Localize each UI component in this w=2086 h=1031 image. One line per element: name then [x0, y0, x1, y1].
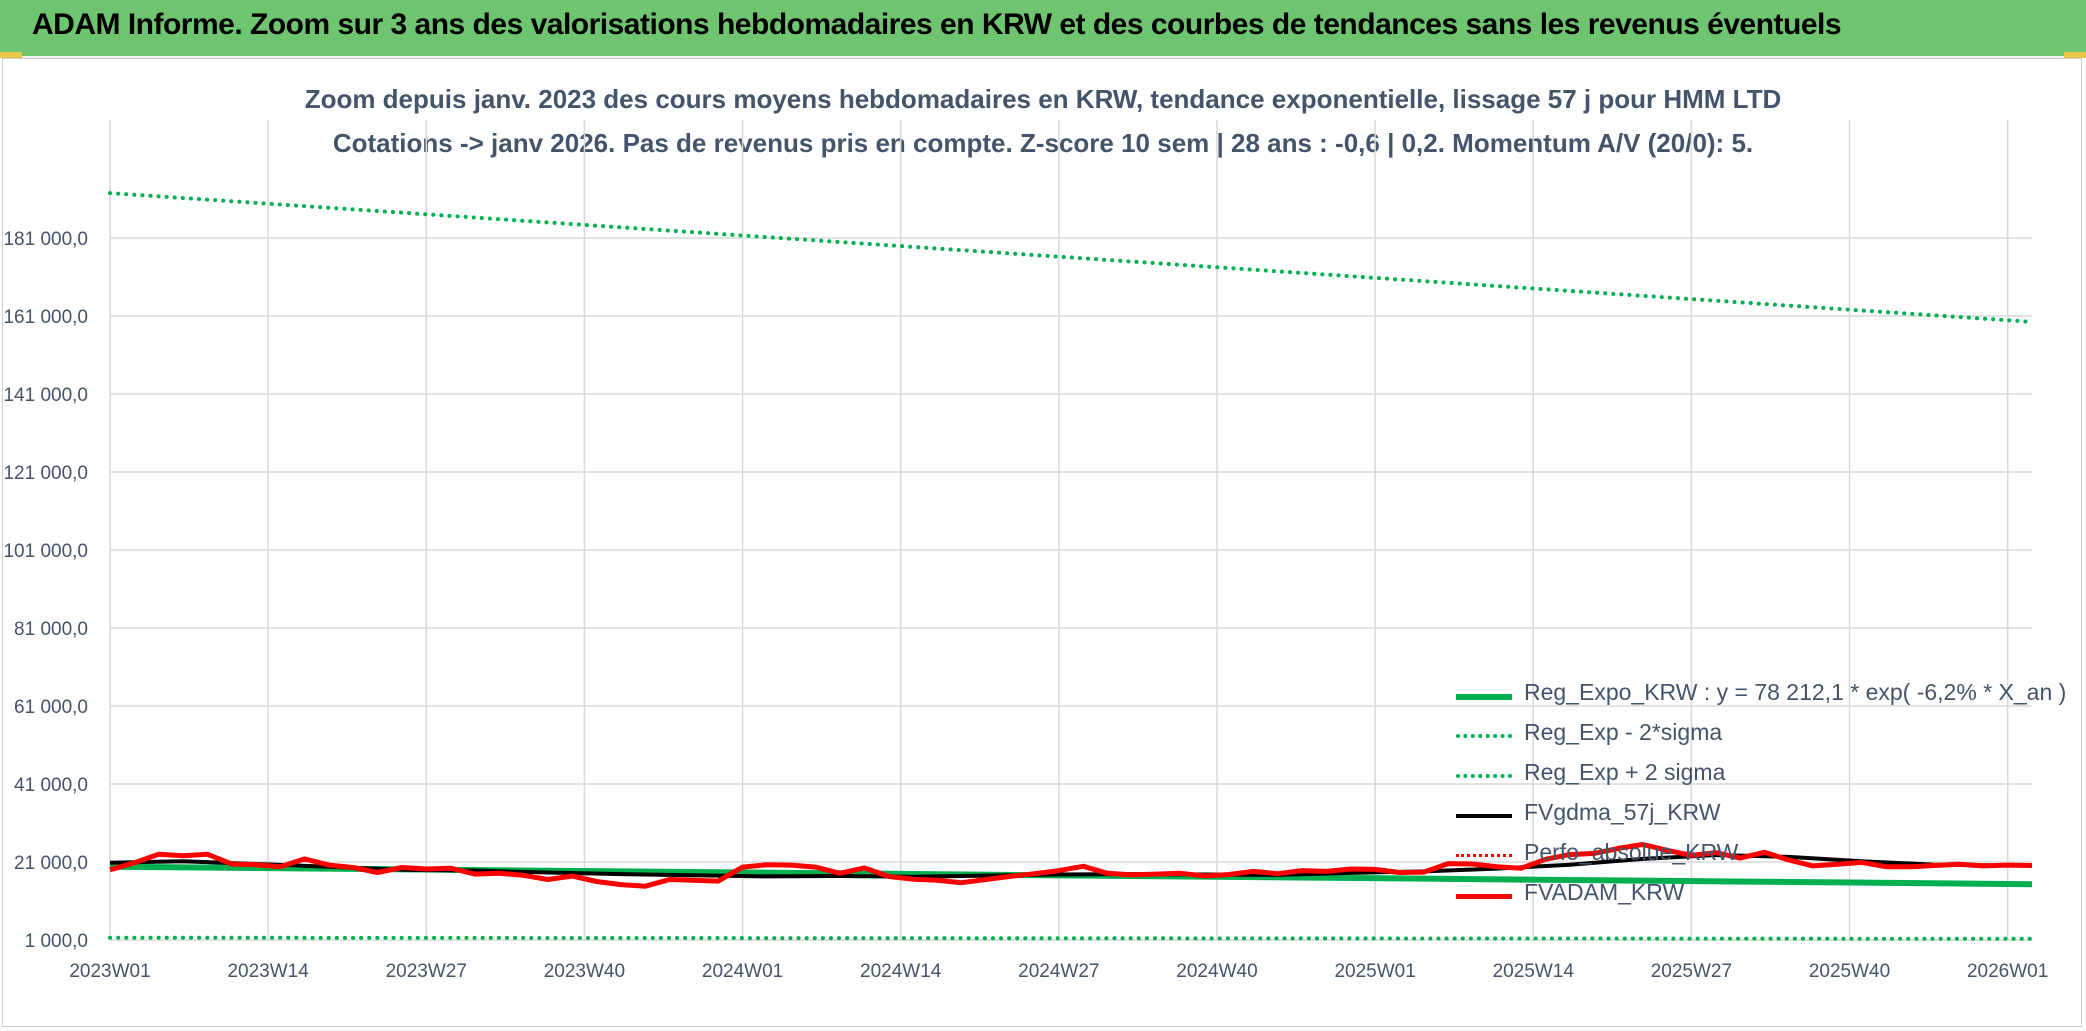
legend-item: Reg_Expo_KRW : y = 78 212,1 * exp( -6,2%…	[1456, 676, 2066, 716]
legend-item: Reg_Exp + 2 sigma	[1456, 756, 2056, 796]
legend-label: FVgdma_57j_KRW	[1524, 799, 1721, 825]
y-tick-label: 141 000,0	[3, 385, 88, 406]
x-tick-label: 2023W40	[544, 961, 625, 982]
chart-series	[108, 191, 2034, 941]
chart-title: Zoom depuis janv. 2023 des cours moyens …	[304, 84, 1782, 114]
page-title: ADAM Informe. Zoom sur 3 ans des valoris…	[32, 8, 1842, 41]
chart-frame	[2, 58, 2082, 1027]
y-tick-label: 181 000,0	[3, 229, 88, 250]
chart-axes: 1 000,0 21 000,0 41 000,0 61 000,0 81 000,0 1…	[3, 229, 2048, 982]
x-tick-label: 2025W01	[1334, 961, 1415, 982]
legend-swatch	[1456, 814, 1512, 818]
x-tick-label: 2025W14	[1493, 961, 1575, 982]
legend-swatch	[1456, 894, 1512, 899]
x-tick-label: 2024W27	[1018, 961, 1099, 982]
x-tick-label: 2024W14	[860, 961, 942, 982]
legend-label: Reg_Expo_KRW : y = 78 212,1 * exp( -6,2%…	[1524, 679, 2067, 705]
chart-legend: Reg_Expo_KRW : y = 78 212,1 * exp( -6,2%…	[1456, 676, 2066, 916]
corner-accent-right	[2064, 52, 2086, 58]
legend-swatch	[1456, 854, 1512, 857]
header-bar: ADAM Informe. Zoom sur 3 ans des valoris…	[0, 0, 2086, 58]
legend-item: Reg_Exp - 2*sigma	[1456, 716, 2056, 756]
series-line-2	[108, 191, 2034, 324]
x-tick-label: 2024W40	[1176, 961, 1257, 982]
y-tick-label: 101 000,0	[3, 541, 88, 562]
legend-swatch	[1456, 774, 1512, 778]
legend-label: Perfo_absolue_KRW	[1524, 839, 1739, 865]
series-line-5	[109, 842, 2033, 889]
legend-swatch	[1456, 734, 1512, 738]
legend-item: FVADAM_KRW	[1456, 876, 2056, 916]
x-tick-label: 2025W40	[1809, 961, 1890, 982]
x-tick-label: 2023W14	[227, 961, 309, 982]
x-tick-label: 2023W01	[69, 961, 150, 982]
y-tick-label: 161 000,0	[3, 307, 88, 328]
x-tick-label: 2024W01	[702, 961, 783, 982]
legend-swatch	[1456, 694, 1512, 700]
x-tick-label: 2025W27	[1651, 961, 1732, 982]
chart-grid	[109, 120, 2032, 941]
legend-label: Reg_Exp - 2*sigma	[1524, 719, 1723, 745]
legend-label: Reg_Exp + 2 sigma	[1524, 759, 1726, 785]
legend-item: FVgdma_57j_KRW	[1456, 796, 2056, 836]
y-tick-label: 1 000,0	[25, 931, 88, 952]
x-tick-label: 2023W27	[386, 961, 467, 982]
y-tick-label: 41 000,0	[14, 775, 88, 796]
y-tick-label: 61 000,0	[14, 697, 88, 718]
corner-accent-left	[0, 52, 22, 58]
x-tick-label: 2026W01	[1967, 961, 2048, 982]
legend-item: Perfo_absolue_KRW	[1456, 836, 2056, 876]
chart-subtitle: Cotations -> janv 2026. Pas de revenus p…	[332, 128, 1754, 158]
legend-label: FVADAM_KRW	[1524, 879, 1685, 905]
y-tick-label: 121 000,0	[3, 463, 88, 484]
series-line-1	[108, 935, 2034, 941]
y-tick-label: 21 000,0	[14, 853, 88, 874]
y-tick-label: 81 000,0	[14, 619, 88, 640]
